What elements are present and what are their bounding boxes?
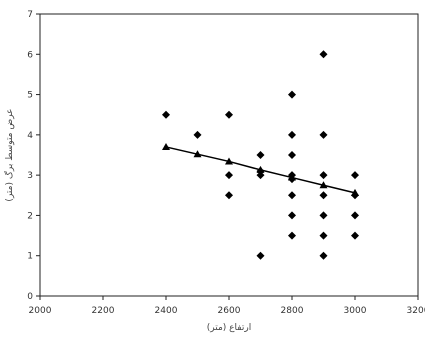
- data-point: [319, 171, 328, 180]
- data-point: [162, 110, 170, 119]
- data-point: [288, 231, 296, 240]
- x-tick-label: 2200: [92, 306, 115, 316]
- trend-point: [319, 181, 328, 189]
- data-point: [225, 191, 233, 200]
- data-point: [256, 171, 265, 180]
- data-point: [256, 251, 265, 260]
- data-point: [288, 90, 296, 99]
- x-tick-label: 3000: [344, 306, 367, 316]
- y-tick-label: 4: [27, 131, 33, 141]
- y-tick-label: 3: [27, 171, 33, 181]
- scatter-series: [162, 50, 359, 260]
- x-axis-label: ارتفاع (متر): [207, 323, 251, 333]
- data-point: [319, 231, 328, 240]
- y-tick-label: 2: [27, 211, 33, 221]
- data-point: [351, 231, 359, 240]
- y-tick-label: 7: [27, 10, 33, 20]
- data-point: [288, 175, 296, 184]
- x-tick-label: 2800: [281, 306, 304, 316]
- data-point: [351, 191, 359, 200]
- x-tick-label: 2000: [29, 306, 52, 316]
- data-point: [319, 251, 328, 260]
- y-tick-label: 5: [27, 91, 33, 101]
- data-point: [319, 211, 328, 220]
- x-axis-ticks: 2000 2200 2400 2600 2800 3000 3200: [29, 296, 425, 316]
- trend-point: [225, 157, 233, 165]
- x-tick-label: 2400: [155, 306, 178, 316]
- trend-point: [162, 142, 170, 150]
- data-point: [319, 130, 328, 139]
- data-point: [288, 130, 296, 139]
- y-tick-label: 0: [27, 292, 33, 302]
- data-point: [256, 167, 265, 176]
- data-point: [319, 191, 328, 200]
- data-point: [225, 171, 233, 180]
- data-point: [351, 211, 359, 220]
- y-axis-ticks: 0 1 2 3 4 5 6 7: [27, 10, 40, 302]
- data-point: [193, 130, 202, 139]
- data-point: [319, 50, 328, 59]
- data-point: [288, 191, 296, 200]
- x-tick-label: 2600: [218, 306, 241, 316]
- x-tick-label: 3200: [407, 306, 425, 316]
- y-axis-label: عرض متوسط برگ (متر): [3, 108, 15, 201]
- plot-frame: [39, 13, 419, 297]
- data-point: [225, 110, 233, 119]
- data-point: [351, 171, 359, 180]
- data-point: [256, 151, 265, 159]
- y-tick-label: 6: [27, 50, 33, 60]
- data-point: [288, 171, 296, 180]
- data-point: [288, 151, 296, 159]
- data-point: [288, 211, 296, 220]
- trend-point: [193, 150, 202, 158]
- y-tick-label: 1: [27, 252, 33, 262]
